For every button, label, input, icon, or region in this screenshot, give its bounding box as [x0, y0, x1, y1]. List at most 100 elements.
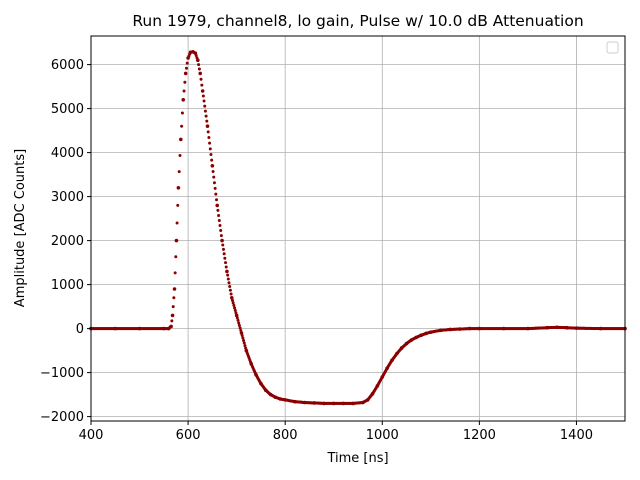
trace-point [199, 77, 203, 81]
trace-point [231, 301, 235, 305]
trace-point [228, 284, 232, 288]
trace-point [236, 318, 240, 322]
trace-point [218, 224, 222, 228]
x-tick-label: 1200 [463, 428, 496, 443]
trace-point [193, 51, 197, 55]
y-tick-label: −2000 [40, 410, 84, 425]
trace-point [223, 256, 227, 260]
trace-point [185, 61, 189, 65]
y-axis-label: Amplitude [ADC Counts] [13, 149, 28, 307]
y-tick-label: 6000 [51, 58, 84, 73]
y-tick-label: 1000 [51, 278, 84, 293]
trace-point [224, 261, 228, 265]
trace-point [230, 298, 234, 302]
trace-point [232, 303, 236, 307]
trace-point [244, 346, 248, 350]
trace-point [194, 54, 198, 58]
trace-point [188, 52, 192, 56]
trace-point [212, 181, 216, 185]
data-point [229, 296, 234, 300]
data-point [183, 71, 188, 76]
trace-point [209, 152, 213, 156]
trace-point [258, 380, 262, 384]
data-point [174, 238, 179, 243]
chart-title: Run 1979, channel8, lo gain, Pulse w/ 10… [132, 12, 583, 30]
trace-point [237, 323, 241, 327]
trace-point [243, 344, 247, 348]
trace-point [208, 147, 212, 151]
trace-point [228, 288, 232, 292]
data-point [239, 331, 244, 335]
data-point [205, 124, 210, 128]
data-point [234, 313, 239, 318]
trace-point [176, 203, 180, 207]
trace-point [217, 213, 221, 217]
x-axis-label: Time [ns] [326, 451, 388, 466]
axis-ticks: 400 600 800 1000 1200 1400 −2000 −1000 0 1000 2000… [40, 58, 593, 443]
trace-point [203, 109, 207, 113]
trace-point [217, 218, 221, 222]
trace-point [174, 255, 178, 259]
y-tick-label: 3000 [51, 190, 84, 205]
trace-point [195, 56, 199, 60]
trace-point [197, 63, 201, 67]
trace-point [203, 104, 207, 108]
data-series [89, 50, 627, 406]
plot-frame [90, 35, 626, 422]
y-tick-label: −1000 [40, 366, 84, 381]
x-tick-label: 600 [176, 428, 201, 443]
trace-point [182, 89, 186, 93]
trace-point [201, 94, 205, 98]
trace-point [202, 99, 206, 103]
trace-point [171, 305, 175, 309]
trace-point [183, 80, 187, 84]
trace-point [177, 170, 181, 174]
y-tick-label: 0 [76, 322, 84, 337]
trace-point [224, 265, 228, 269]
trace-point [375, 385, 379, 389]
trace-point [239, 328, 243, 332]
trace-point [221, 247, 225, 251]
trace-point [213, 186, 217, 190]
trace-point [226, 277, 230, 281]
trace-point [184, 66, 188, 70]
trace-point [215, 198, 219, 202]
grid [90, 36, 625, 421]
trace-point [180, 124, 184, 128]
trace-point [238, 326, 242, 330]
legend-box [606, 41, 619, 54]
x-tick-label: 400 [79, 428, 104, 443]
data-point [181, 98, 186, 102]
trace-point [226, 273, 230, 277]
trace-point [214, 192, 218, 196]
data-point [220, 238, 224, 243]
trace-point [207, 136, 211, 140]
trace-point [229, 292, 233, 296]
trace-point [216, 208, 220, 212]
trace-point [219, 234, 223, 238]
data-point [210, 164, 215, 168]
trace-point [222, 252, 226, 256]
trace-point [242, 341, 246, 345]
trace-point [206, 130, 210, 134]
trace-point [168, 325, 172, 329]
trace-point [253, 371, 257, 375]
trace-point [233, 306, 237, 310]
data-point [179, 137, 183, 142]
x-tick-label: 1000 [366, 428, 399, 443]
y-tick-label: 5000 [51, 102, 84, 117]
data-point [215, 203, 220, 208]
trace-point [200, 83, 204, 87]
y-tick-label: 2000 [51, 234, 84, 249]
trace-point [233, 308, 237, 312]
trace-point [172, 296, 176, 300]
data-point [170, 313, 175, 318]
trace-point [242, 339, 246, 343]
trace-point [227, 281, 231, 285]
x-tick-label: 800 [273, 428, 298, 443]
x-tick-label: 1400 [560, 428, 593, 443]
data-point [200, 89, 205, 93]
trace-point [204, 114, 208, 118]
